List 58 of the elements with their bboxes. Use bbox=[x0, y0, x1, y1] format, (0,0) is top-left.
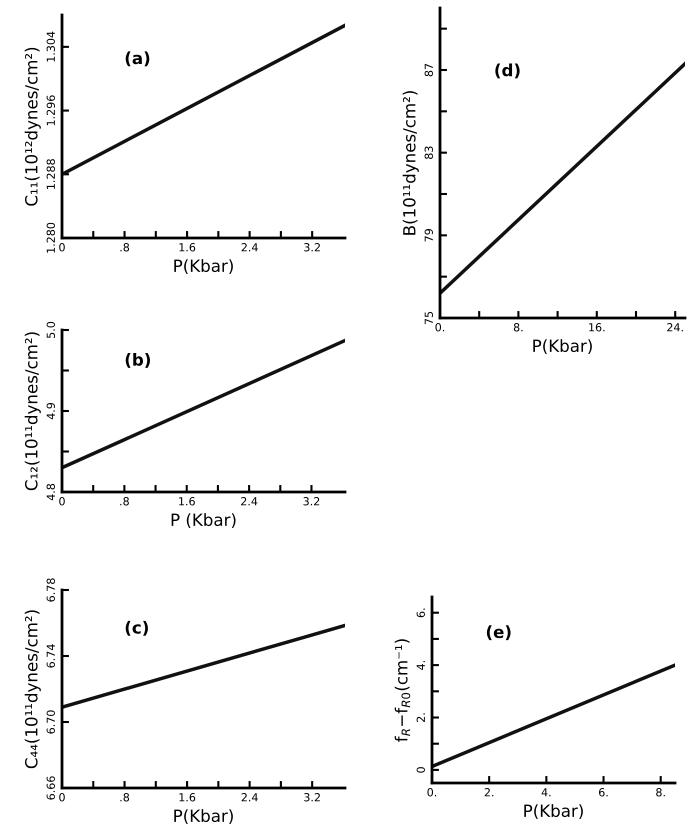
x-tick-label: 2.4 bbox=[242, 243, 258, 252]
x-tick-label: 3.2 bbox=[303, 497, 320, 506]
x-tick-label: 0 bbox=[59, 793, 65, 802]
x-tick-label: 0. bbox=[435, 323, 444, 332]
x-tick-label: 3.2 bbox=[304, 793, 320, 802]
x-axis-title: P (Kbar) bbox=[172, 513, 236, 528]
y-tick-label: 83 bbox=[424, 146, 433, 159]
x-tick-label: 0 bbox=[59, 243, 65, 252]
y-tick-label: 75 bbox=[424, 312, 433, 324]
y-tick-label: 1.296 bbox=[46, 95, 55, 126]
x-tick-label: 2.4 bbox=[241, 497, 258, 506]
x-tick-label: 4. bbox=[542, 788, 550, 796]
y-tick-label: 1.288 bbox=[46, 159, 55, 189]
annotation: (e) bbox=[486, 625, 511, 640]
x-tick-label: .8 bbox=[120, 497, 129, 506]
annotation: (d) bbox=[495, 64, 520, 78]
x-tick-label: 2.4 bbox=[242, 793, 258, 802]
y-axis-title: f$_{R}$−f$_{R0}$(cm⁻¹) bbox=[394, 639, 410, 742]
y-tick-label: 4.8 bbox=[46, 484, 55, 500]
y-axis-title: C₁₁(10¹²dynes/cm²) bbox=[24, 48, 41, 206]
x-tick-label: 0 bbox=[59, 497, 65, 506]
y-tick-label: 6.70 bbox=[46, 710, 55, 734]
x-tick-label: 24. bbox=[667, 323, 683, 332]
y-tick-label: 6.78 bbox=[46, 578, 55, 602]
y-axis-title: C₄₄(10¹¹dynes/cm²) bbox=[24, 610, 41, 768]
x-tick-label: 1.6 bbox=[179, 497, 195, 506]
y-tick-label: 2. bbox=[416, 713, 425, 722]
y-tick-label: 4. bbox=[416, 661, 425, 670]
x-tick-label: .8 bbox=[120, 243, 130, 252]
y-tick-label: 79 bbox=[424, 229, 433, 242]
x-axis-title: P(Kbar) bbox=[524, 804, 583, 820]
x-axis-title: P(Kbar) bbox=[174, 809, 233, 824]
y-tick-label: 6. bbox=[416, 608, 425, 618]
annotation: (c) bbox=[126, 620, 148, 636]
x-axis-title: P(Kbar) bbox=[174, 259, 233, 274]
y-tick-label: 1.304 bbox=[46, 32, 55, 62]
y-tick-label: 87 bbox=[424, 64, 433, 76]
x-tick-label: 16. bbox=[589, 323, 604, 332]
y-axis-title: C₁₂(10¹¹dynes/cm²) bbox=[24, 332, 41, 490]
annotation: (a) bbox=[126, 51, 150, 66]
x-tick-label: .8 bbox=[120, 793, 130, 802]
x-tick-label: 6. bbox=[599, 788, 608, 796]
y-tick-label: 6.66 bbox=[46, 776, 55, 800]
y-tick-label: 5.0 bbox=[46, 322, 55, 338]
x-tick-label: 8. bbox=[656, 788, 665, 796]
x-axis-title: P(Kbar) bbox=[533, 339, 592, 354]
annotation: (b) bbox=[126, 352, 150, 368]
y-tick-label: 1.280 bbox=[46, 222, 55, 253]
x-tick-label: 2. bbox=[484, 788, 494, 796]
x-tick-label: 1.6 bbox=[179, 243, 196, 252]
y-tick-label: 4.9 bbox=[46, 402, 55, 420]
y-tick-label: 0 bbox=[416, 767, 425, 773]
x-tick-label: 1.6 bbox=[179, 793, 196, 802]
x-tick-label: 8. bbox=[514, 323, 522, 332]
y-tick-label: 6.74 bbox=[46, 644, 55, 668]
x-tick-label: 0. bbox=[427, 788, 436, 796]
x-tick-label: 3.2 bbox=[304, 243, 320, 252]
y-axis-title: B(10¹¹dynes/cm²) bbox=[402, 91, 419, 235]
